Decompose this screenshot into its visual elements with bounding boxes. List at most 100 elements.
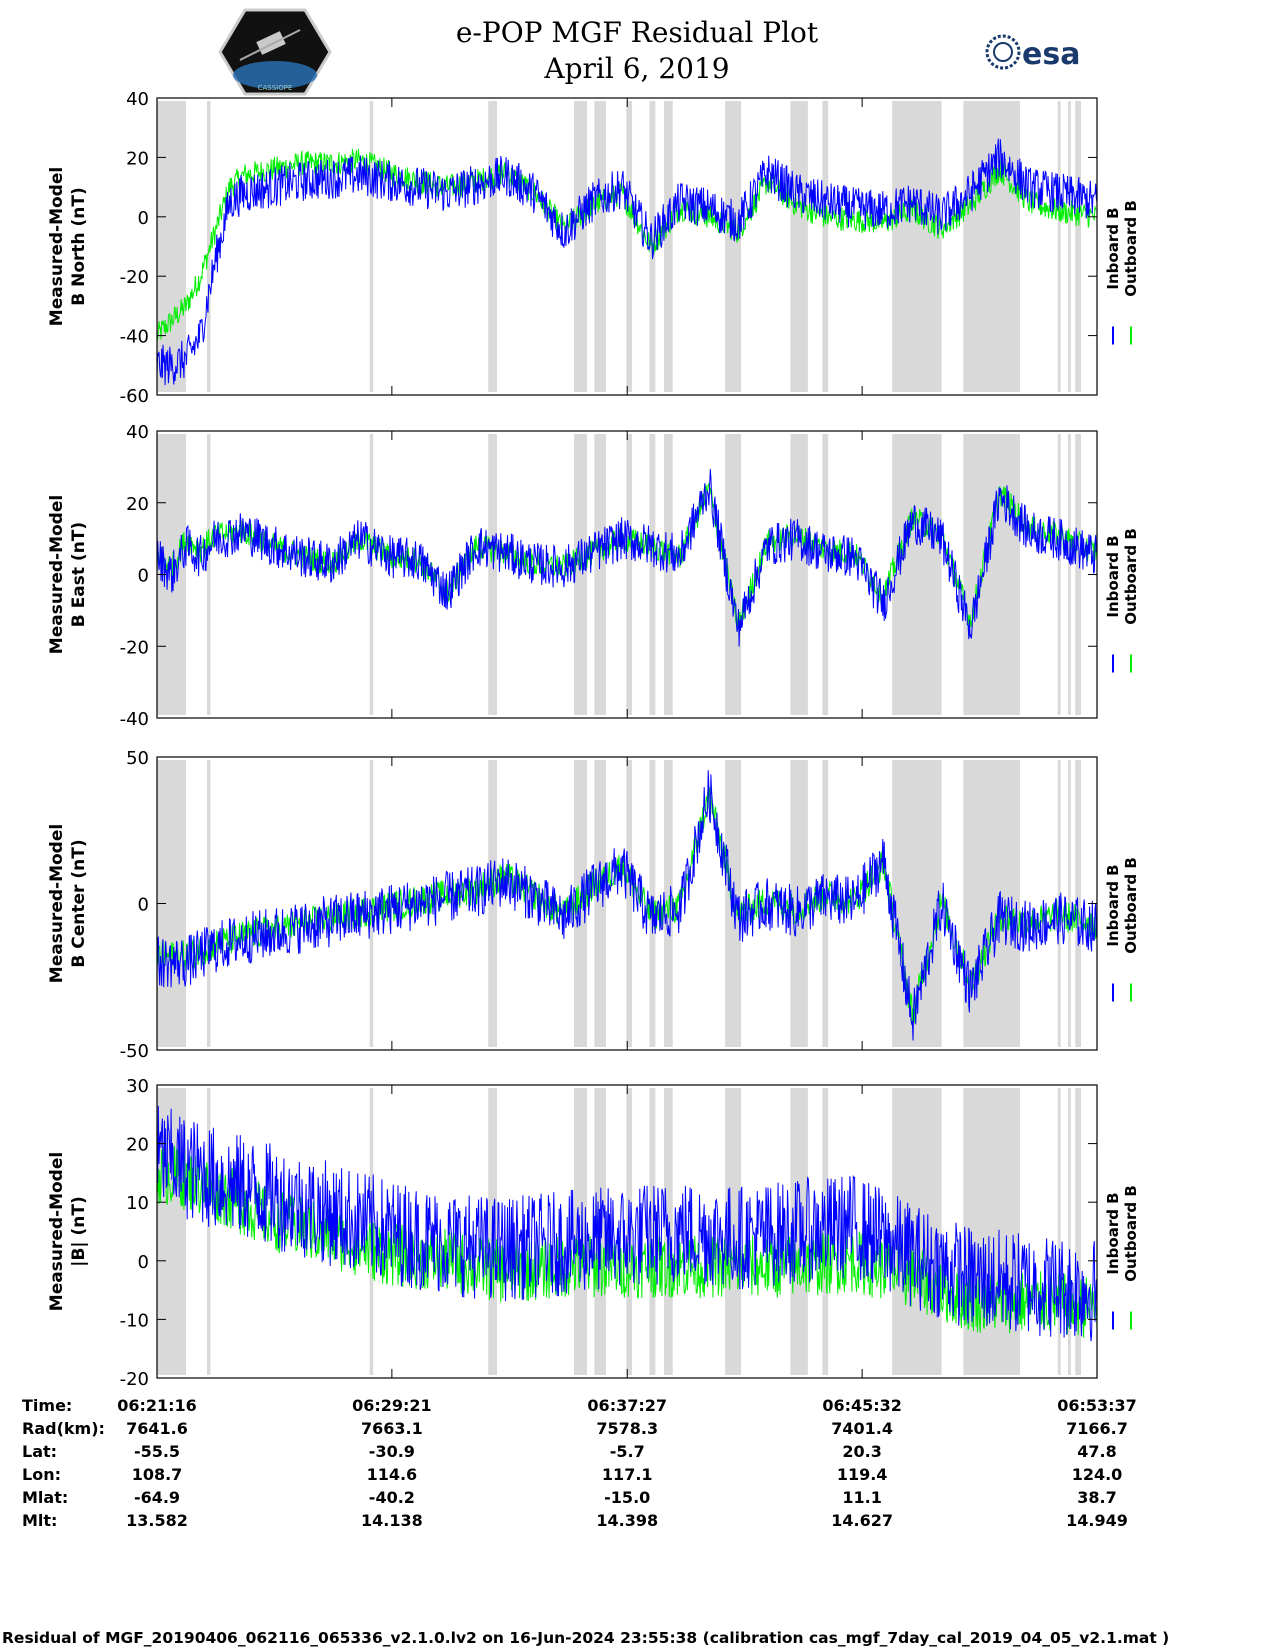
panel-3: -50 0 50 Measured-Model B Center (nT) Inboard… bbox=[47, 748, 1140, 1062]
legend-label-outboard: Outboard B bbox=[1122, 528, 1140, 625]
data-gap-band bbox=[369, 434, 374, 715]
y-tick-label: -10 bbox=[120, 1310, 149, 1331]
info-cell: 14.627 bbox=[831, 1511, 893, 1530]
footer-caption: Residual of MGF_20190406_062116_065336_v… bbox=[2, 1629, 1169, 1647]
y-axis-label: Measured-Model B North (nT) bbox=[47, 167, 89, 326]
data-gap-band bbox=[594, 101, 606, 392]
esa-logo-text: esa bbox=[1022, 37, 1080, 72]
data-gap-band bbox=[790, 101, 808, 392]
info-cell: 06:53:37 bbox=[1057, 1396, 1137, 1415]
info-cell: 06:45:32 bbox=[822, 1396, 902, 1415]
y-tick-label: 50 bbox=[126, 748, 149, 769]
esa-logo-icon: esa bbox=[985, 34, 1080, 72]
info-cell: 117.1 bbox=[602, 1465, 653, 1484]
data-gap-band bbox=[963, 760, 1020, 1047]
y-tick-label: 0 bbox=[138, 895, 149, 916]
y-tick-label: 20 bbox=[126, 148, 149, 169]
info-cell: 114.6 bbox=[367, 1465, 418, 1484]
info-cell: -5.7 bbox=[610, 1442, 645, 1461]
y-tick-label: 0 bbox=[138, 208, 149, 229]
info-cell: -40.2 bbox=[369, 1488, 415, 1507]
info-row-label: Rad(km): bbox=[22, 1419, 105, 1438]
legend-label-outboard: Outboard B bbox=[1122, 200, 1140, 297]
info-cell: 13.582 bbox=[126, 1511, 188, 1530]
data-gap-band bbox=[573, 434, 588, 715]
y-tick-label: 30 bbox=[126, 1076, 149, 1097]
y-tick-label: -20 bbox=[120, 637, 149, 658]
data-gap-band bbox=[725, 434, 742, 715]
info-cell: -30.9 bbox=[369, 1442, 415, 1461]
legend-label-inboard: Inboard B bbox=[1104, 1192, 1122, 1274]
info-cell: 14.949 bbox=[1066, 1511, 1128, 1530]
info-cell: 20.3 bbox=[842, 1442, 881, 1461]
data-gap-band bbox=[822, 434, 829, 715]
y-tick-label: 20 bbox=[126, 1135, 149, 1156]
info-cell: 7166.7 bbox=[1066, 1419, 1128, 1438]
y-tick-label: 20 bbox=[126, 494, 149, 515]
info-cell: 38.7 bbox=[1077, 1488, 1116, 1507]
data-gap-band bbox=[1075, 434, 1082, 715]
data-gap-band bbox=[369, 760, 374, 1047]
info-cell: 108.7 bbox=[132, 1465, 183, 1484]
legend-label-outboard: Outboard B bbox=[1122, 857, 1140, 954]
y-tick-label: -40 bbox=[120, 327, 149, 348]
data-gap-band bbox=[594, 434, 606, 715]
info-cell: 7401.4 bbox=[831, 1419, 893, 1438]
y-tick-label: -40 bbox=[120, 709, 149, 730]
data-gap-band bbox=[790, 1088, 808, 1375]
data-gap-band bbox=[573, 101, 588, 392]
data-gap-band bbox=[1057, 1088, 1061, 1375]
info-cell: 7641.6 bbox=[126, 1419, 188, 1438]
legend-label-inboard: Inboard B bbox=[1104, 535, 1122, 617]
y-tick-label: -20 bbox=[120, 1369, 149, 1390]
panels-group: -60 -40 -20 0 20 40 Measured-Model B North (nT)… bbox=[47, 89, 1140, 1390]
data-gap-band bbox=[1067, 760, 1071, 1047]
data-gap-band bbox=[626, 760, 633, 1047]
data-gap-band bbox=[1075, 101, 1082, 392]
panel-4: -20 -10 0 10 20 30 Measured-Model |B| (nT) Inboa… bbox=[47, 1076, 1140, 1390]
data-gap-band bbox=[790, 434, 808, 715]
data-gap-band bbox=[626, 434, 633, 715]
legend-label-inboard: Inboard B bbox=[1104, 864, 1122, 946]
plot-date: April 6, 2019 bbox=[543, 52, 729, 85]
data-gap-band bbox=[649, 1088, 656, 1375]
data-gap-band bbox=[725, 101, 742, 392]
data-gap-band bbox=[206, 760, 211, 1047]
series-line-inboard bbox=[156, 138, 1098, 386]
info-cell: 124.0 bbox=[1072, 1465, 1123, 1484]
data-gap-band bbox=[1057, 434, 1061, 715]
data-gap-band bbox=[206, 101, 211, 392]
y-tick-label: 40 bbox=[126, 89, 149, 110]
data-gap-band bbox=[1075, 760, 1082, 1047]
y-tick-label: 0 bbox=[138, 1252, 149, 1273]
data-gap-band bbox=[963, 434, 1020, 715]
panel-2: -40 -20 0 20 40 Measured-Model B East (nT) Inbo… bbox=[47, 422, 1140, 730]
info-cell: 11.1 bbox=[842, 1488, 881, 1507]
y-tick-label: -20 bbox=[120, 267, 149, 288]
info-row-label: Mlt: bbox=[22, 1511, 57, 1530]
data-gap-band bbox=[1067, 1088, 1071, 1375]
legend: Inboard B Outboard B bbox=[1104, 200, 1140, 345]
legend: Inboard B Outboard B bbox=[1104, 1185, 1140, 1330]
data-gap-band bbox=[649, 434, 656, 715]
y-tick-label: 40 bbox=[126, 422, 149, 443]
info-row-label: Mlat: bbox=[22, 1488, 68, 1507]
y-tick-label: 10 bbox=[126, 1193, 149, 1214]
y-tick-label: -50 bbox=[120, 1041, 149, 1062]
data-gap-band bbox=[206, 434, 211, 715]
data-gap-band bbox=[594, 760, 606, 1047]
orbit-info-table: Time: Rad(km): Lat: Lon: Mlat: Mlt: 06:21:16 76… bbox=[22, 1396, 1137, 1530]
info-row-label: Lat: bbox=[22, 1442, 57, 1461]
y-axis-label: Measured-Model B Center (nT) bbox=[47, 824, 89, 983]
data-gap-band bbox=[892, 434, 942, 715]
info-cell: 47.8 bbox=[1077, 1442, 1116, 1461]
data-gap-band bbox=[963, 101, 1020, 392]
data-gap-band bbox=[157, 101, 187, 392]
data-gap-band bbox=[573, 1088, 588, 1375]
info-row-label: Time: bbox=[22, 1396, 72, 1415]
y-axis-label: Measured-Model B East (nT) bbox=[47, 495, 89, 654]
info-cell: 7663.1 bbox=[361, 1419, 423, 1438]
legend: Inboard B Outboard B bbox=[1104, 857, 1140, 1002]
cassiope-logo-text: CASSIOPE bbox=[258, 84, 293, 92]
